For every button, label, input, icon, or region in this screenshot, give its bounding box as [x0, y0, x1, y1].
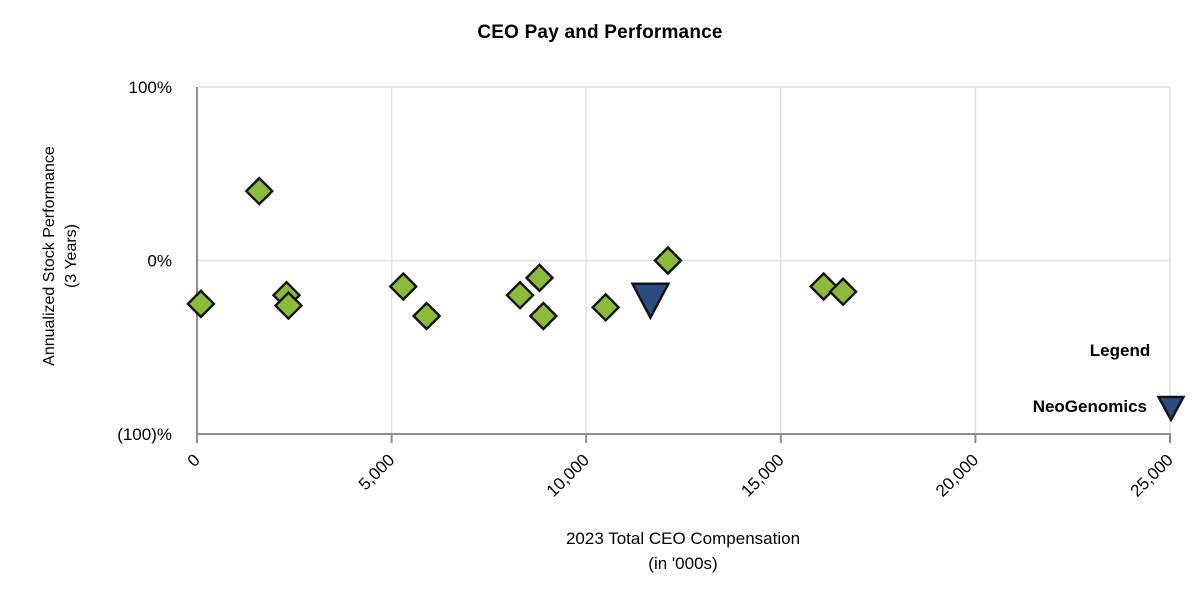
data-point-diamond[interactable]	[524, 263, 555, 293]
data-point-diamond[interactable]	[411, 301, 442, 331]
x-tick-label: 25,000	[1127, 450, 1177, 500]
x-tick-label: 10,000	[543, 450, 593, 500]
y-tick-label: 100%	[129, 78, 172, 97]
x-tick-label: 0	[184, 450, 204, 470]
data-point-diamond[interactable]	[505, 280, 535, 310]
chart-title: CEO Pay and Performance	[477, 22, 723, 43]
x-axis-title: 2023 Total CEO Compensation (in '000s)	[483, 526, 883, 576]
data-point-diamond[interactable]	[186, 289, 216, 319]
x-tick-label: 5,000	[355, 450, 399, 494]
data-point-diamond[interactable]	[388, 271, 418, 302]
y-tick-label: 0%	[147, 252, 172, 271]
legend-entry-neogenomics: NeoGenomics	[950, 391, 1186, 423]
data-point-diamond[interactable]	[273, 290, 304, 321]
data-point-diamond[interactable]	[828, 277, 858, 307]
x-axis-title-line2: (in '000s)	[648, 554, 718, 573]
data-point-diamond[interactable]	[244, 176, 274, 206]
x-axis-title-line1: 2023 Total CEO Compensation	[565, 529, 801, 548]
data-point-triangle-neogenomics[interactable]	[630, 282, 671, 321]
data-point-diamond[interactable]	[528, 301, 559, 331]
data-point-diamond[interactable]	[653, 245, 683, 276]
legend-entry-label: NeoGenomics	[1032, 397, 1147, 416]
x-tick-label: 15,000	[737, 450, 787, 500]
x-tick-label: 20,000	[932, 450, 982, 500]
y-tick-label: (100)%	[117, 425, 172, 444]
neogenomics-legend-marker-icon	[1156, 395, 1186, 423]
legend-title: Legend	[1089, 341, 1151, 360]
data-point-diamond[interactable]	[590, 292, 621, 323]
